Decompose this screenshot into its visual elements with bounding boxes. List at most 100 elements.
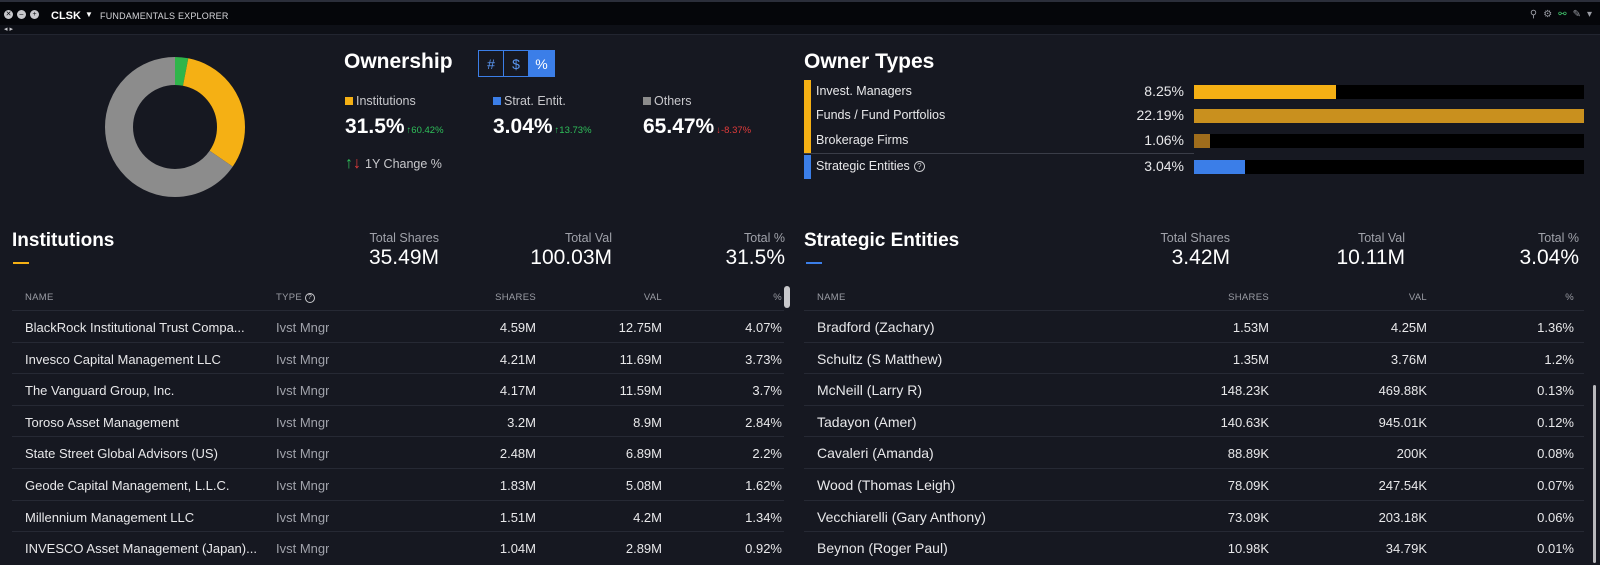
stat-label: Strat. Entit. <box>504 94 566 108</box>
table-row[interactable]: Beynon (Roger Paul) 10.98K 34.79K 0.01% <box>804 531 1584 563</box>
cell-val: 12.75M <box>618 320 662 335</box>
stat-change: ↑60.42% <box>406 125 444 136</box>
cell-pct: 0.01% <box>1537 541 1574 557</box>
inst-total-shares: Total Shares 35.49M <box>339 231 439 270</box>
owner-type-name: Strategic Entities? <box>816 159 925 173</box>
maximize-window-icon[interactable]: + <box>30 10 39 19</box>
cell-pct: 0.12% <box>1537 414 1574 430</box>
table-row[interactable]: Schultz (S Matthew) 1.35M 3.76M 1.2% <box>804 341 1584 374</box>
table-row[interactable]: Geode Capital Management, L.L.C. Ivst Mng… <box>12 468 784 500</box>
table-row[interactable]: McNeill (Larry R) 148.23K 469.88K 0.13% <box>804 373 1584 405</box>
table-row[interactable]: Invesco Capital Management LLC Ivst Mngr 4… <box>12 341 784 374</box>
institutions-color-swatch <box>345 97 353 105</box>
strategic-table-header: NAME SHARES VAL % <box>804 290 1584 310</box>
info-icon[interactable]: ? <box>305 292 316 303</box>
table-row[interactable]: Millennium Management LLC Ivst Mngr 1.51M 4… <box>12 499 784 532</box>
table-row[interactable]: Bradford (Zachary) 1.53M 4.25M 1.36% <box>804 310 1584 342</box>
owner-type-row[interactable]: Brokerage Firms 1.06% <box>804 129 1584 153</box>
close-window-icon[interactable]: ✕ <box>4 10 13 19</box>
col-type-header[interactable]: TYPE? <box>276 292 316 303</box>
donut-slice-others[interactable] <box>105 57 245 197</box>
owner-type-pct: 22.19% <box>1136 107 1184 123</box>
minimize-window-icon[interactable]: – <box>17 10 26 19</box>
toolbar-icons: ⚲ ⚙ ⚯ ✎ ▾ <box>1530 9 1592 20</box>
cell-val: 11.69M <box>619 351 662 367</box>
others-color-swatch <box>643 97 651 105</box>
ticker-dropdown-icon[interactable]: ▼ <box>85 10 93 19</box>
cell-val: 11.59M <box>619 383 662 399</box>
table-row[interactable]: The Vanguard Group, Inc. Ivst Mngr 4.17M 11… <box>12 373 784 405</box>
cell-name: Millennium Management LLC <box>25 509 195 525</box>
strategic-color-swatch <box>493 97 501 105</box>
table-row[interactable]: State Street Global Advisors (US) Ivst Mn… <box>12 436 784 468</box>
pin-icon[interactable]: ✎ <box>1572 9 1581 20</box>
cell-shares: 140.63K <box>1220 414 1269 430</box>
cell-name: Cavaleri (Amanda) <box>817 445 934 462</box>
cell-val: 4.2M <box>633 509 662 525</box>
strat-total-shares: Total Shares 3.42M <box>1130 231 1230 270</box>
cell-val: 3.76M <box>1390 351 1427 367</box>
cell-val: 247.54K <box>1378 478 1427 493</box>
table-row[interactable]: Wood (Thomas Leigh) 78.09K 247.54K 0.07% <box>804 468 1584 500</box>
cell-name: Vecchiarelli (Gary Anthony) <box>817 508 986 525</box>
owner-type-pct: 3.04% <box>1144 158 1184 174</box>
toggle-percent-button[interactable]: % <box>529 51 554 76</box>
donut-slice-institutions[interactable] <box>105 57 245 197</box>
cell-val: 203.18K <box>1378 509 1427 525</box>
owner-type-marker <box>804 155 811 179</box>
cell-val: 34.79K <box>1385 541 1427 557</box>
search-icon[interactable]: ⚲ <box>1529 9 1538 20</box>
owner-type-name: Brokerage Firms <box>816 133 909 147</box>
link-icon[interactable]: ⚯ <box>1558 9 1567 20</box>
total-value: 10.11M <box>1336 246 1406 269</box>
table-row[interactable]: BlackRock Institutional Trust Compa... Iv… <box>12 310 784 342</box>
total-value: 3.04% <box>1519 246 1579 269</box>
window-controls: ✕ – + <box>4 10 39 19</box>
table-row[interactable]: Tadayon (Amer) 140.63K 945.01K 0.12% <box>804 404 1584 437</box>
inst-total-val: Total Val 100.03M <box>498 231 612 270</box>
col-pct-header[interactable]: % <box>773 292 782 303</box>
institutions-scrollbar[interactable] <box>784 286 790 308</box>
strategic-scrollbar[interactable] <box>1593 385 1596 563</box>
total-label: Total % <box>744 231 785 245</box>
owner-type-row[interactable]: Strategic Entities? 3.04% <box>804 155 1584 179</box>
cell-name: McNeill (Larry R) <box>817 382 922 399</box>
gear-icon[interactable]: ⚙ <box>1543 9 1553 20</box>
ticker-symbol[interactable]: CLSK <box>51 10 81 22</box>
cell-pct: 3.7% <box>752 383 782 399</box>
col-shares-header[interactable]: SHARES <box>1228 292 1269 303</box>
info-icon[interactable]: ? <box>913 160 925 172</box>
stat-value: 31.5% <box>345 115 405 138</box>
toggle-count-button[interactable]: # <box>479 51 504 76</box>
window-titlebar: ✕ – + CLSK ▼ FUNDAMENTALS EXPLORER ⚲ ⚙ ⚯… <box>0 0 1600 25</box>
total-value: 31.5% <box>725 246 785 269</box>
table-row[interactable]: Cavaleri (Amanda) 88.89K 200K 0.08% <box>804 436 1584 468</box>
total-value: 35.49M <box>368 246 439 269</box>
table-row[interactable]: INVESCO Asset Management (Japan)... Ivst … <box>12 531 784 563</box>
owner-type-marker <box>804 129 811 153</box>
sub-toolbar: ◂ ▸ <box>0 25 1600 35</box>
cell-shares: 4.59M <box>499 320 536 335</box>
col-pct-header[interactable]: % <box>1565 292 1574 303</box>
owner-type-row[interactable]: Invest. Managers 8.25% <box>804 80 1584 104</box>
chevron-down-icon[interactable]: ▾ <box>1586 9 1592 20</box>
col-name-header[interactable]: NAME <box>817 292 846 303</box>
panel-arrows-icon[interactable]: ◂ ▸ <box>4 26 13 33</box>
col-val-header[interactable]: VAL <box>643 292 662 303</box>
total-value: 100.03M <box>530 246 612 269</box>
toggle-dollar-button[interactable]: $ <box>504 51 529 76</box>
cell-name: INVESCO Asset Management (Japan)... <box>25 541 257 557</box>
owner-types-title: Owner Types <box>804 50 935 73</box>
col-name-header[interactable]: NAME <box>25 292 54 303</box>
table-row[interactable]: Toroso Asset Management Ivst Mngr 3.2M 8.9M… <box>12 404 784 437</box>
owner-type-bar <box>1194 160 1584 174</box>
col-val-header[interactable]: VAL <box>1408 292 1427 303</box>
cell-val: 8.9M <box>633 414 662 430</box>
col-shares-header[interactable]: SHARES <box>495 292 536 303</box>
donut-svg <box>105 57 245 197</box>
owner-type-bar-fill <box>1194 160 1245 174</box>
owner-type-row[interactable]: Funds / Fund Portfolios 22.19% <box>804 104 1584 129</box>
cell-type: Ivst Mngr <box>276 509 330 525</box>
table-row[interactable]: Vecchiarelli (Gary Anthony) 73.09K 203.18K… <box>804 499 1584 532</box>
owner-type-bar-fill <box>1194 134 1210 148</box>
